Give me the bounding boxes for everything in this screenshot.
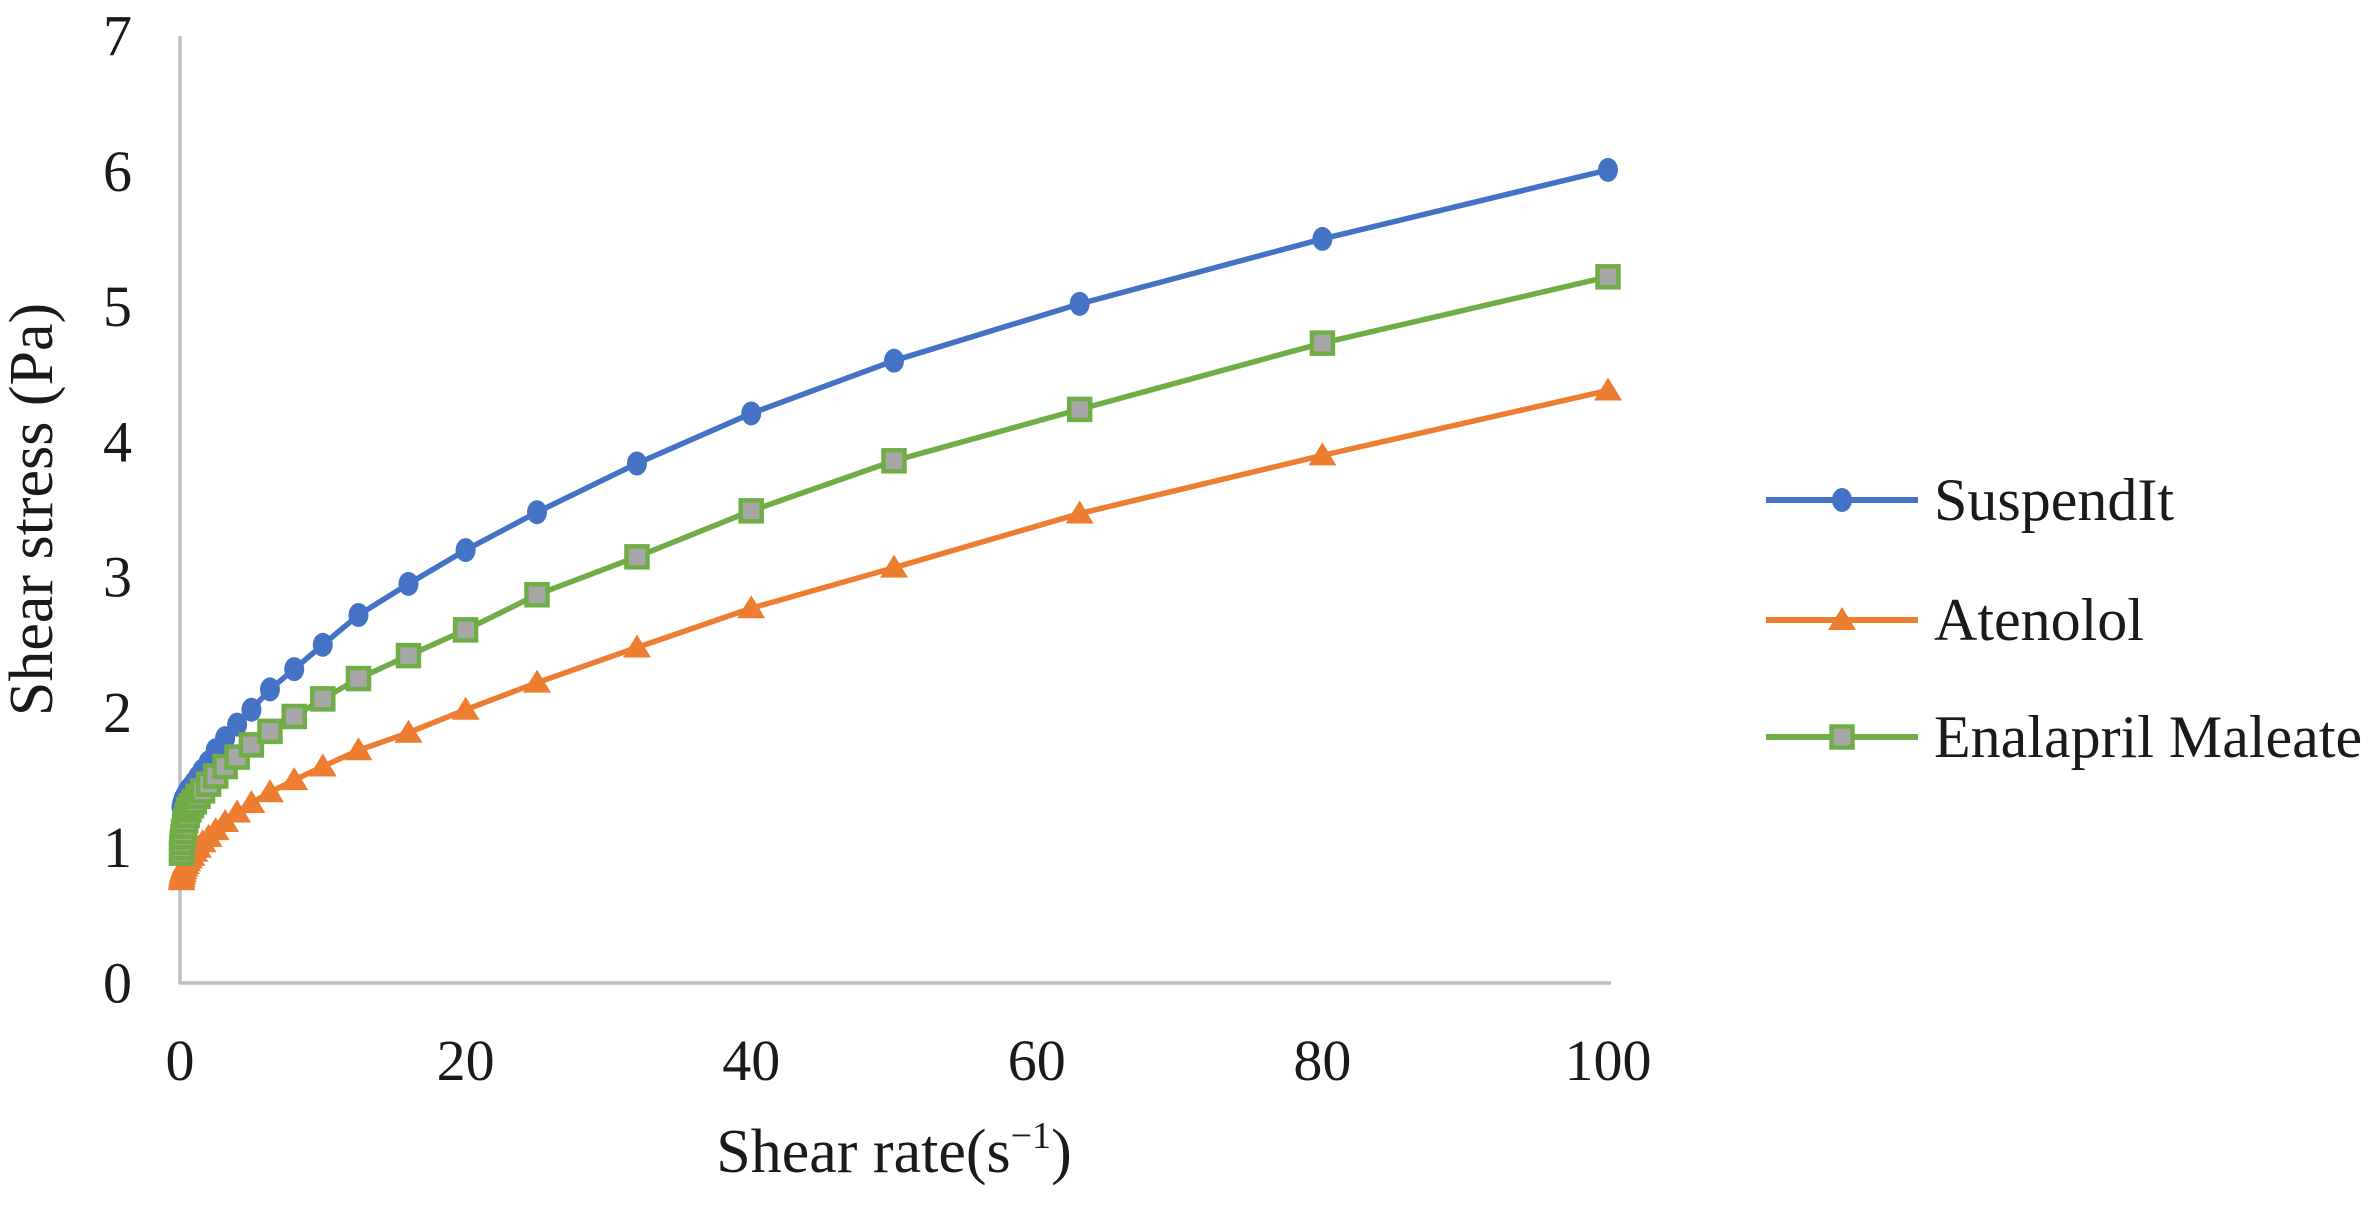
data-point-marker	[259, 677, 280, 702]
data-point-marker	[1309, 330, 1336, 356]
legend-item-atenolol: Atenolol	[1766, 587, 2144, 653]
y-tick-label: 5	[103, 274, 132, 339]
y-axis-title: Shear stress (Pa)	[0, 303, 66, 716]
data-point-marker	[395, 642, 422, 669]
y-tick-label: 7	[103, 4, 132, 69]
data-point-marker	[280, 767, 309, 791]
y-tick-label: 0	[103, 951, 132, 1016]
legend-label: SuspendIt	[1934, 467, 2174, 533]
data-point-marker	[624, 544, 650, 570]
legend-label: Atenolol	[1934, 587, 2144, 653]
data-point-marker	[1598, 157, 1618, 182]
series-suspendit	[171, 157, 1618, 820]
legend-item-enalapril-maleate: Enalapril Maleate	[1766, 704, 2362, 770]
series-enalapril-maleate	[168, 264, 1621, 866]
data-point-marker	[1595, 264, 1621, 290]
data-point-marker	[1829, 724, 1855, 750]
data-point-marker	[238, 732, 265, 758]
legend-item-suspendit: SuspendIt	[1766, 467, 2174, 533]
data-point-marker	[348, 603, 369, 628]
data-point-marker	[524, 581, 550, 608]
data-point-marker	[344, 737, 373, 761]
data-point-marker	[626, 451, 647, 476]
data-point-marker	[881, 448, 907, 474]
x-tick-label: 100	[1565, 1028, 1652, 1093]
data-point-marker	[284, 657, 305, 682]
x-axis-title: Shear rate(s−1)	[716, 1115, 1071, 1186]
y-tick-label: 3	[103, 545, 132, 610]
data-point-marker	[1312, 226, 1333, 251]
data-point-marker	[451, 696, 480, 720]
y-tick-label: 2	[103, 680, 132, 745]
data-point-marker	[1828, 607, 1856, 630]
y-tick-label: 1	[103, 815, 132, 880]
data-point-marker	[398, 571, 419, 596]
data-point-marker	[281, 703, 307, 730]
data-point-marker	[455, 538, 476, 563]
data-point-marker	[738, 498, 764, 524]
x-tick-label: 20	[437, 1028, 495, 1093]
data-point-marker	[523, 669, 551, 693]
data-point-marker	[1069, 291, 1090, 316]
data-point-marker	[237, 790, 266, 814]
data-point-marker	[227, 712, 248, 737]
x-tick-label: 40	[722, 1028, 780, 1093]
y-tick-label: 6	[103, 139, 132, 204]
data-point-marker	[1066, 396, 1093, 423]
series-line	[178, 167, 1611, 810]
data-point-marker	[880, 554, 908, 578]
data-point-marker	[308, 753, 337, 777]
data-point-marker	[394, 719, 423, 743]
data-point-marker	[257, 718, 283, 745]
data-point-marker	[345, 665, 372, 692]
data-point-marker	[452, 617, 479, 643]
data-point-marker	[241, 697, 262, 722]
x-tick-label: 0	[166, 1028, 195, 1093]
data-point-marker	[737, 595, 766, 619]
data-point-marker	[1594, 377, 1622, 401]
legend-label: Enalapril Maleate	[1934, 704, 2362, 770]
data-point-marker	[310, 686, 336, 712]
data-point-marker	[312, 632, 333, 657]
y-tick-label: 4	[103, 409, 132, 474]
data-point-marker	[255, 779, 284, 803]
data-point-marker	[223, 799, 252, 823]
x-tick-label: 80	[1293, 1028, 1351, 1093]
data-point-marker	[884, 348, 904, 373]
data-point-marker	[1832, 488, 1852, 512]
data-point-marker	[622, 634, 651, 658]
data-point-marker	[1308, 442, 1337, 466]
data-point-marker	[1065, 500, 1094, 524]
data-point-marker	[741, 401, 762, 426]
x-tick-label: 60	[1008, 1028, 1066, 1093]
data-point-marker	[527, 500, 547, 525]
